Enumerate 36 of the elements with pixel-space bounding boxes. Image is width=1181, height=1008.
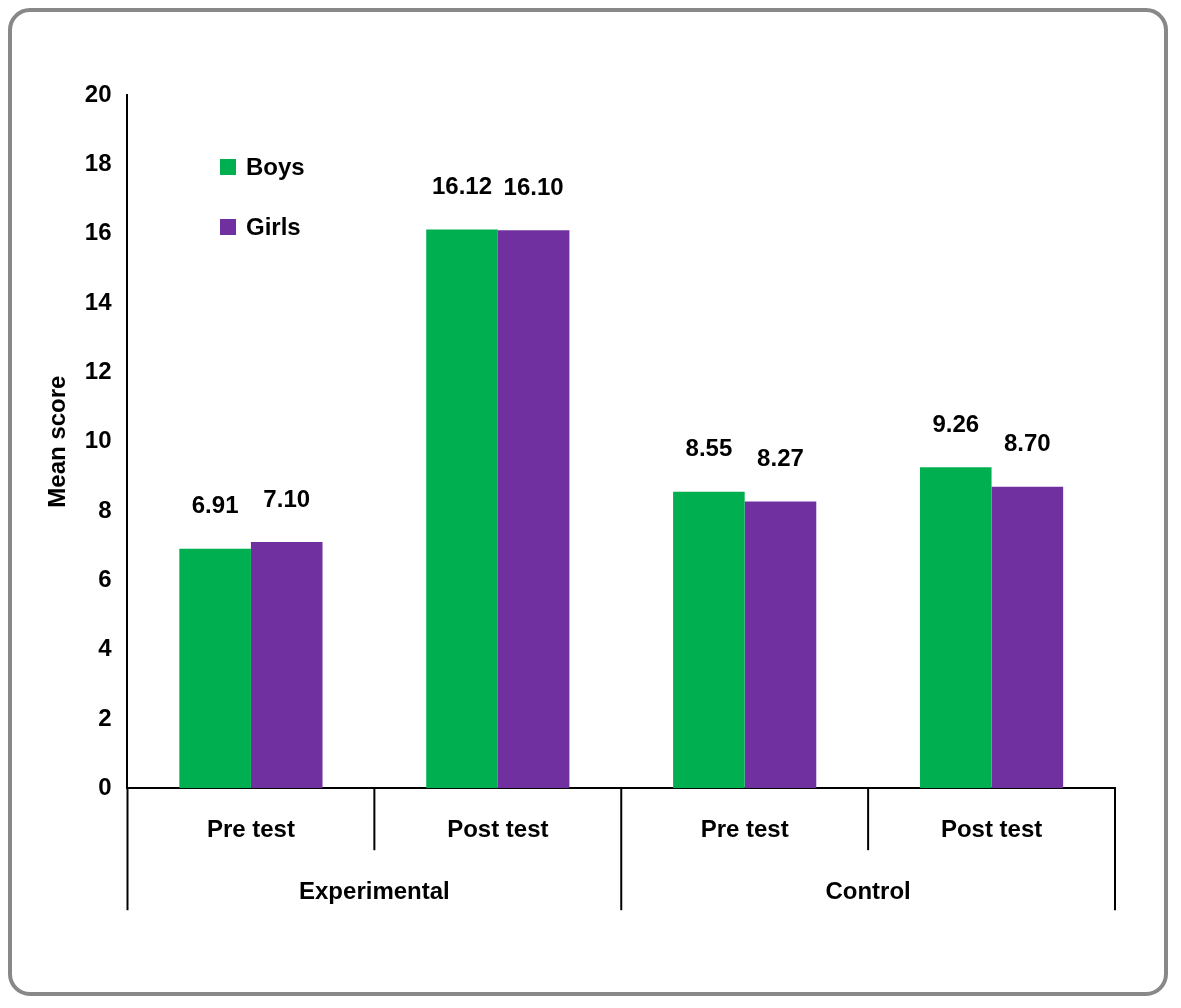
bar	[991, 486, 1064, 789]
x-tick-label: Post test	[940, 815, 1043, 843]
bar	[426, 229, 498, 789]
y-tick-label: 18	[84, 148, 112, 176]
y-axis-title: Mean score	[43, 375, 71, 508]
data-label: 8.55	[685, 434, 733, 462]
bar	[744, 501, 817, 789]
text: Control	[825, 876, 911, 904]
y-tick-label: 10	[84, 426, 112, 454]
x-tick-label: Post test	[447, 815, 549, 843]
data-label: 7.10	[263, 484, 311, 512]
x-tick-label: Pre test	[700, 815, 789, 843]
data-label: 8.70	[1004, 429, 1051, 457]
text: Experimental	[299, 876, 450, 904]
data-label: 9.26	[932, 409, 980, 437]
data-label: 6.91	[191, 491, 239, 519]
data-label: 16.10	[503, 172, 564, 200]
y-tick-label: 2	[98, 703, 112, 731]
bar	[673, 491, 745, 789]
bar	[497, 230, 570, 789]
data-label: 16.12	[431, 172, 493, 200]
x-tick-label: Pre test	[206, 815, 295, 843]
y-tick-label: 0	[98, 772, 112, 800]
y-tick-label: 8	[98, 495, 112, 523]
y-tick-label: 14	[84, 287, 113, 315]
y-tick-label: 4	[98, 634, 113, 662]
y-tick-label: 16	[84, 218, 112, 246]
y-tick-label: 6	[98, 564, 112, 592]
bar	[179, 548, 251, 789]
y-tick-label: 12	[84, 356, 112, 384]
legend-label: Boys	[246, 153, 305, 181]
y-tick-label: 20	[84, 79, 112, 107]
legend-label: Girls	[246, 213, 301, 241]
bar	[919, 467, 992, 789]
bar	[250, 542, 323, 789]
data-label: 8.27	[757, 444, 804, 472]
